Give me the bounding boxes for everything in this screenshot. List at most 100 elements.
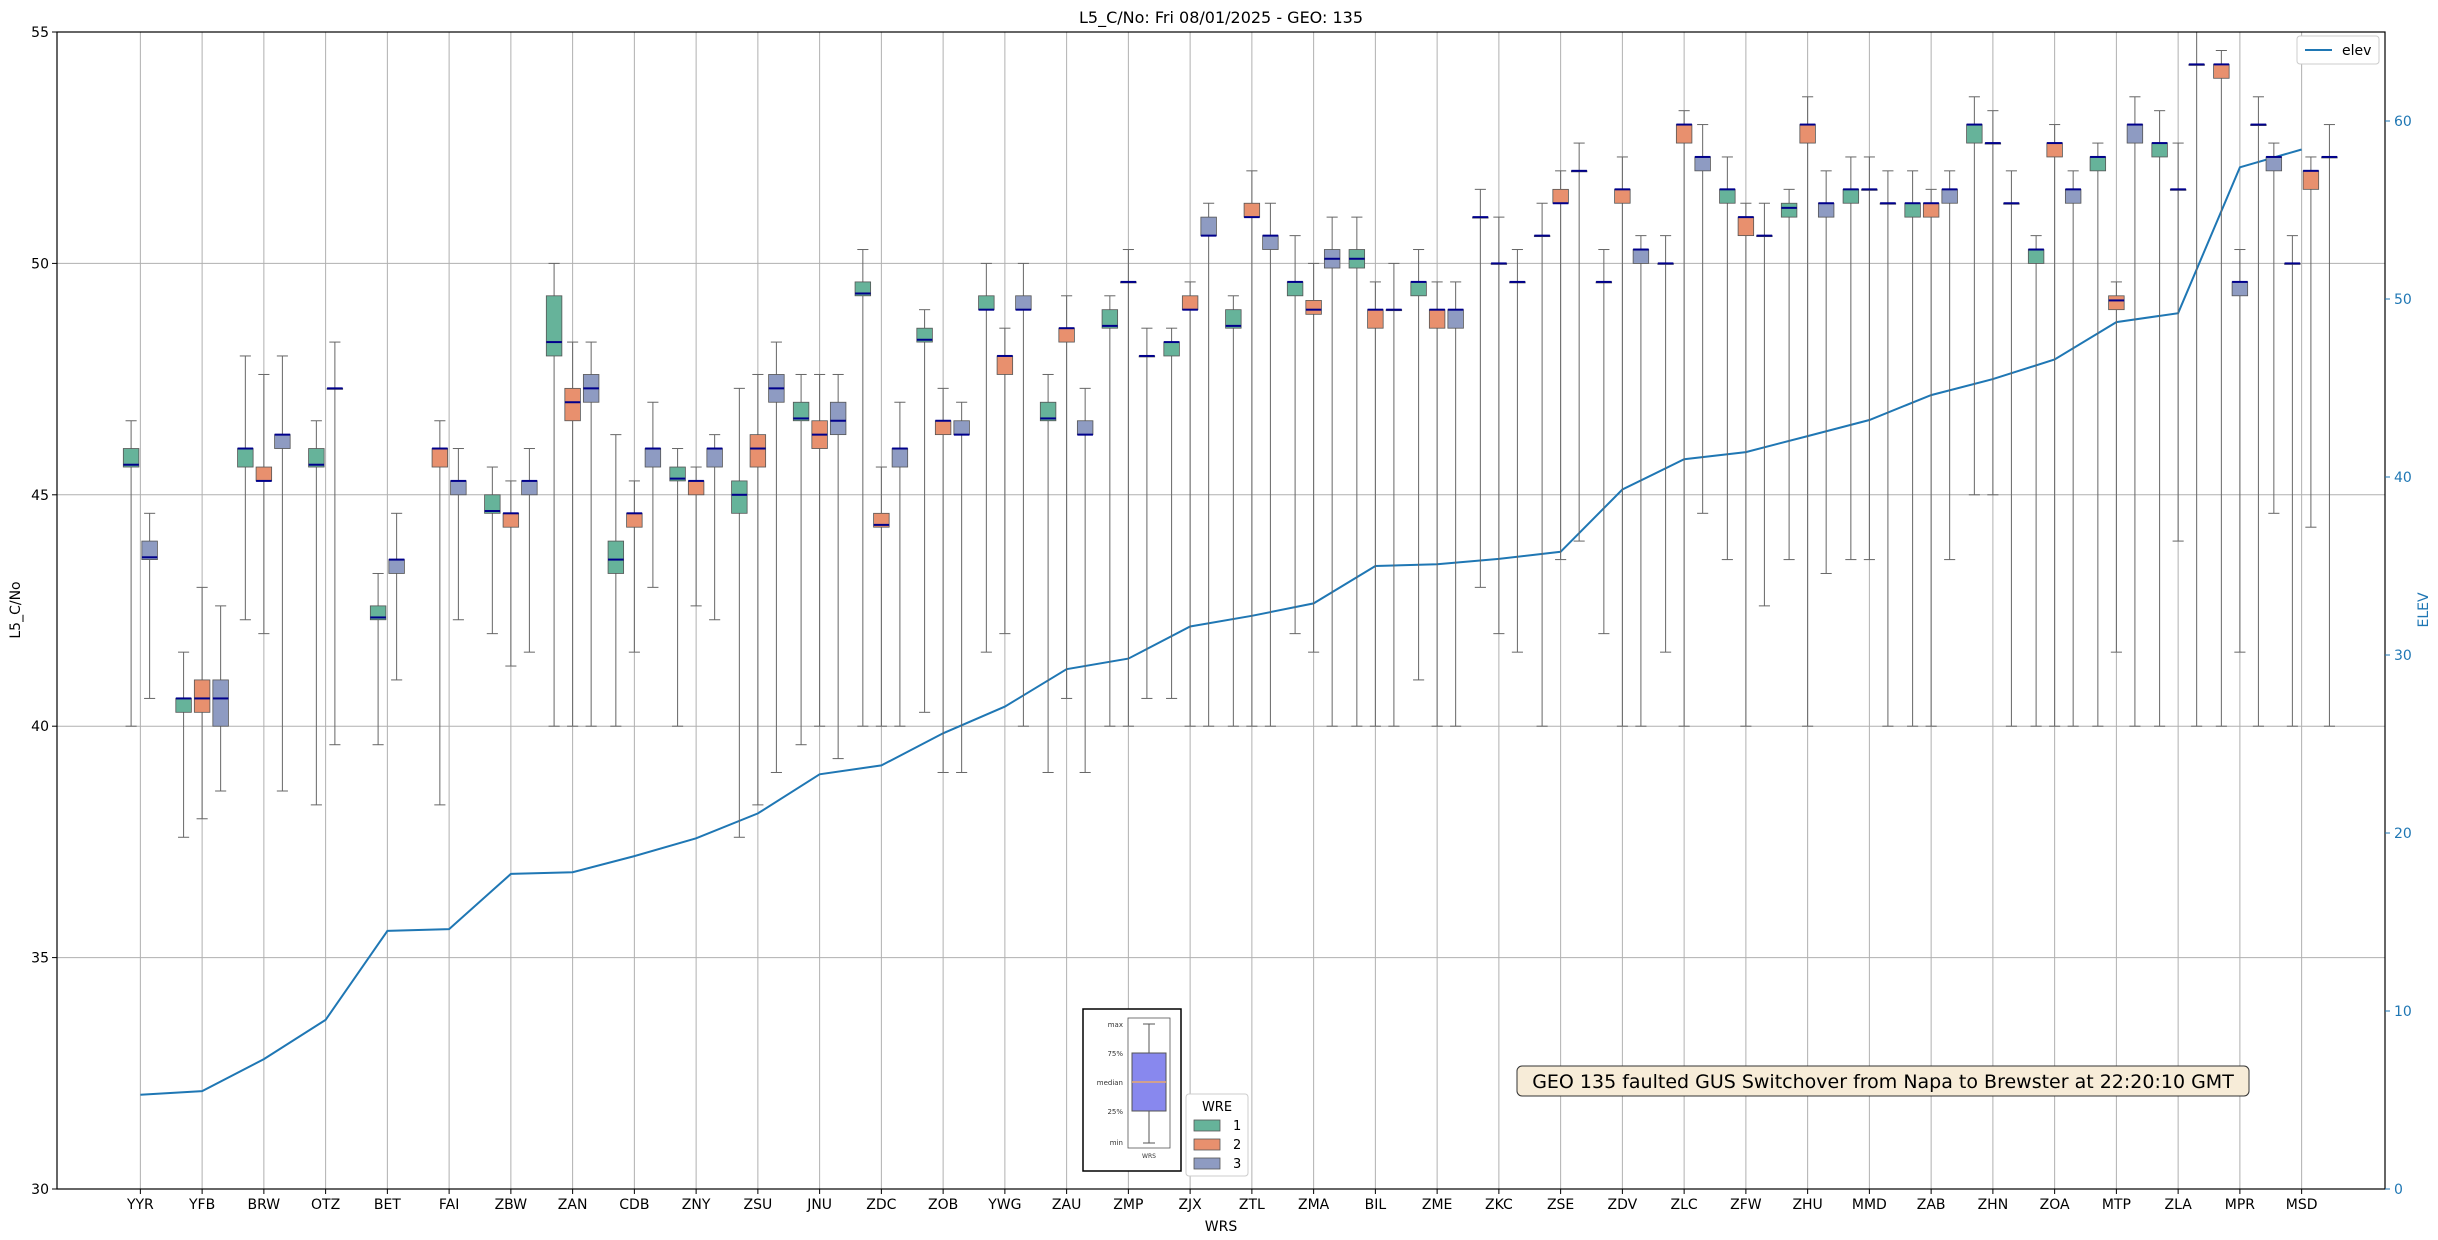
box-body: [545, 295, 563, 357]
box-plot-ZHU-2: [1817, 170, 1835, 574]
box-body: [978, 295, 995, 311]
box-plot-ZAB-2: [1941, 170, 1958, 561]
box-body: [706, 448, 723, 468]
box-layer: [122, 31, 2338, 838]
box-body: [1163, 341, 1180, 357]
x-tick-label: ZSE: [1547, 1197, 1574, 1213]
x-tick-label: BET: [374, 1197, 401, 1213]
box-plot-ZLA-0: [2151, 110, 2168, 727]
box-body: [141, 540, 158, 560]
box-plot-BET-1: [388, 512, 405, 681]
box-body: [1367, 309, 1384, 329]
box-plot-YFB-2: [212, 605, 229, 792]
box-body: [1286, 281, 1304, 297]
box-body: [1552, 188, 1569, 204]
box-plot-BIL-2: [1385, 262, 1403, 727]
box-body: [1817, 202, 1835, 218]
x-tick-label: ZAB: [1917, 1197, 1946, 1213]
box-body: [1262, 235, 1279, 250]
box-body: [607, 540, 625, 574]
x-tick-label: ZOA: [2040, 1197, 2070, 1213]
x-tick-label: ZKC: [1485, 1197, 1513, 1213]
box-body: [237, 448, 254, 468]
box-plot-ZKC-2: [1509, 249, 1526, 653]
box-body: [175, 698, 192, 713]
x-tick-label: BRW: [248, 1197, 281, 1213]
box-plot-ZMA-0: [1286, 235, 1304, 635]
wre-legend-swatch-2: [1193, 1138, 1221, 1151]
box-plot-ZFW-2: [1756, 202, 1773, 607]
elev-legend-label: elev: [2342, 43, 2371, 59]
box-body: [1614, 188, 1631, 204]
x-axis-label: WRS: [1205, 1219, 1238, 1235]
box-plot-ZJX-0: [1163, 327, 1180, 699]
box-plot-ZKC-0: [1472, 188, 1489, 588]
y-tick-label: 55: [31, 25, 49, 41]
box-body: [1200, 216, 1217, 237]
box-body: [1447, 309, 1464, 329]
x-tick-label: YFB: [188, 1197, 215, 1213]
box-body: [829, 401, 847, 436]
box-plot-MSD-3: [2321, 124, 2338, 727]
box-plot-BET-0: [369, 572, 387, 746]
box-plot-ZLC-1: [1675, 110, 1693, 727]
box-body: [1941, 188, 1958, 204]
y2-axis-label: ELEV: [2416, 592, 2432, 627]
box-plot-FAI-0: [431, 420, 449, 806]
x-tick-label: ZBW: [495, 1197, 528, 1213]
box-plot-ZFW-1: [1737, 202, 1755, 727]
axes-layer: 30 35 40 45 50 55 0 10 20 30 40 50 60 YYR YFB BRW OTZ BET…: [31, 25, 2412, 1213]
annotation-box: GEO 135 faulted GUS Switchover from Napa…: [1516, 1065, 2250, 1097]
box-body: [854, 281, 872, 297]
box-body: [1410, 281, 1427, 297]
annotation-text: GEO 135 faulted GUS Switchover from Napa…: [1532, 1071, 2234, 1093]
elev-legend: elev: [2296, 35, 2380, 65]
box-body: [2213, 63, 2230, 79]
x-tick-label: YYR: [126, 1197, 154, 1213]
wre-legend-title: WRE: [1202, 1100, 1232, 1115]
box-body: [687, 480, 705, 496]
box-body: [1694, 156, 1711, 172]
box-body: [369, 605, 387, 621]
wre-legend-swatch-3: [1193, 1157, 1221, 1170]
x-tick-label: ZLC: [1671, 1197, 1698, 1213]
box-plot-ZSE-2: [1570, 142, 1588, 542]
box-body: [2064, 188, 2082, 204]
box-body: [1428, 309, 1446, 329]
box-plot-ZAU-2: [1076, 387, 1094, 773]
y2-tick-label: 20: [2394, 826, 2412, 842]
box-plot-ZSE-1: [1552, 170, 1569, 561]
box-plot-MPR-0: [2213, 50, 2230, 727]
box-plot-ZMP-2: [1138, 327, 1156, 699]
box-body: [484, 494, 501, 514]
box-body: [873, 512, 890, 528]
box-plot-CDB-1: [626, 480, 643, 653]
box-body: [644, 448, 662, 468]
box-plot-ZMP-1: [1120, 249, 1137, 727]
box-plot-ZMA-2: [1323, 216, 1341, 727]
box-body: [1305, 300, 1322, 315]
box-plot-ZLA-1: [2169, 142, 2187, 542]
box-plot-YYR-0: [122, 420, 140, 727]
box-plot-ZDV-2: [1632, 235, 1650, 727]
box-body: [502, 512, 520, 528]
box-body: [2027, 249, 2045, 264]
box-plot-ZHN-0: [1966, 96, 1983, 496]
elev-layer: [140, 148, 2302, 1096]
x-tick-label: ZLA: [2164, 1197, 2192, 1213]
box-plot-MSD-0: [2265, 142, 2283, 514]
y2-tick-label: 30: [2394, 648, 2412, 664]
box-plot-MSD-1: [2284, 235, 2301, 727]
box-body: [255, 466, 273, 482]
box-body: [1719, 188, 1736, 204]
x-tick-label: ZJX: [1178, 1197, 1202, 1213]
box-body: [792, 401, 810, 422]
box-body: [2046, 142, 2063, 158]
box-plot-MMD-0: [1842, 156, 1860, 561]
box-plot-ZAU-0: [1039, 373, 1057, 773]
box-body: [934, 420, 952, 436]
box-plot-BRW-2: [274, 355, 291, 792]
x-tick-label: ZMA: [1298, 1197, 1330, 1213]
box-plot-ZLC-0: [1657, 235, 1674, 653]
